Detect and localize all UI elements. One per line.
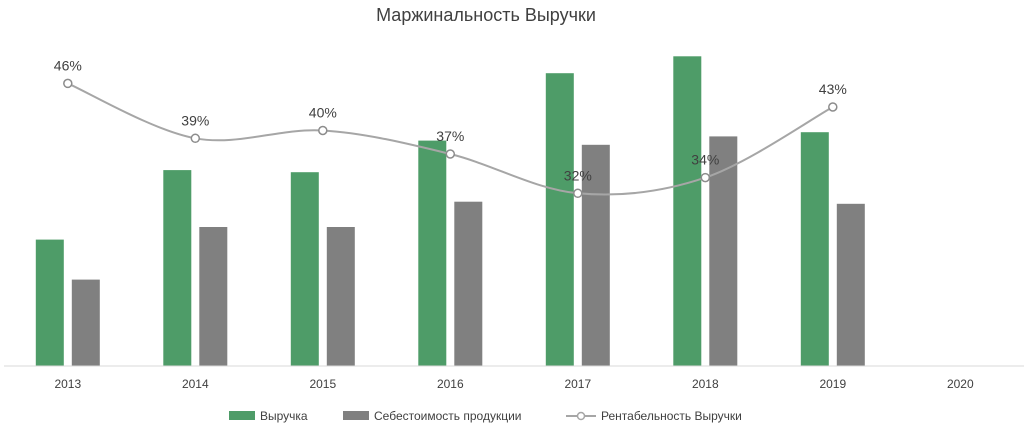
margin-line-layer: 46% 39% 40% 37% 32% 34% 43% — [54, 57, 847, 199]
bar-cost-2016 — [454, 201, 483, 366]
margin-point-2014 — [190, 133, 201, 144]
x-tick-label-2015: 2015 — [309, 377, 336, 391]
margin-label-2015: 40% — [309, 105, 337, 121]
margin-label-2013: 46% — [54, 57, 82, 73]
margin-point-2018 — [700, 172, 711, 183]
margin-label-2017: 32% — [564, 167, 592, 183]
x-tick-label-2013: 2013 — [54, 377, 81, 391]
bar-revenue-2013 — [35, 239, 64, 366]
legend: Выручка Себестоимость продукции Рентабел… — [229, 409, 742, 423]
margin-label-2016: 37% — [436, 128, 464, 144]
x-tick-label-2016: 2016 — [437, 377, 464, 391]
chart-title: Маржинальность Выручки — [376, 5, 596, 25]
margin-point-2019 — [828, 102, 838, 112]
bar-cost-2017 — [581, 144, 610, 366]
legend-swatch-cost — [343, 411, 369, 420]
legend-label-margin: Рентабельность Выручки — [601, 409, 742, 423]
bar-revenue-2014 — [163, 170, 192, 366]
margin-point-2015 — [318, 125, 328, 136]
margin-point-2017 — [573, 188, 583, 199]
bar-revenue-2015 — [290, 172, 319, 366]
margin-label-2018: 34% — [691, 152, 719, 168]
bar-cost-2019 — [836, 203, 865, 366]
x-tick-labels: 2013 2014 2015 2016 2017 2018 2019 2020 — [54, 377, 974, 391]
x-tick-label-2017: 2017 — [564, 377, 591, 391]
legend-label-cost: Себестоимость продукции — [374, 409, 521, 423]
legend-marker-margin — [576, 411, 586, 421]
margin-label-2014: 39% — [181, 112, 209, 128]
bar-revenue-2019 — [800, 132, 829, 366]
bar-cost-2014 — [199, 227, 228, 366]
legend-label-revenue: Выручка — [260, 409, 308, 423]
x-tick-label-2019: 2019 — [819, 377, 846, 391]
x-tick-label-2020: 2020 — [947, 377, 974, 391]
x-tick-label-2014: 2014 — [182, 377, 209, 391]
bar-revenue-2017 — [545, 73, 574, 366]
x-tick-label-2018: 2018 — [692, 377, 719, 391]
legend-swatch-revenue — [229, 411, 255, 420]
margin-point-2016 — [445, 149, 456, 159]
bar-revenue-2018 — [673, 56, 702, 367]
bar-revenue-2016 — [418, 140, 447, 366]
margin-point-2013 — [63, 78, 73, 89]
margin-label-2019: 43% — [819, 81, 847, 97]
bar-cost-2015 — [326, 227, 355, 366]
bar-cost-2013 — [71, 279, 100, 366]
bars-layer — [35, 56, 865, 367]
